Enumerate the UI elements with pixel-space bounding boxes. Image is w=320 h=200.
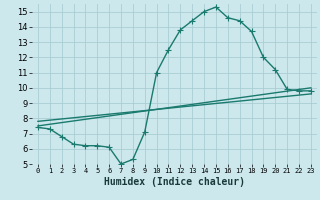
X-axis label: Humidex (Indice chaleur): Humidex (Indice chaleur): [104, 177, 245, 187]
